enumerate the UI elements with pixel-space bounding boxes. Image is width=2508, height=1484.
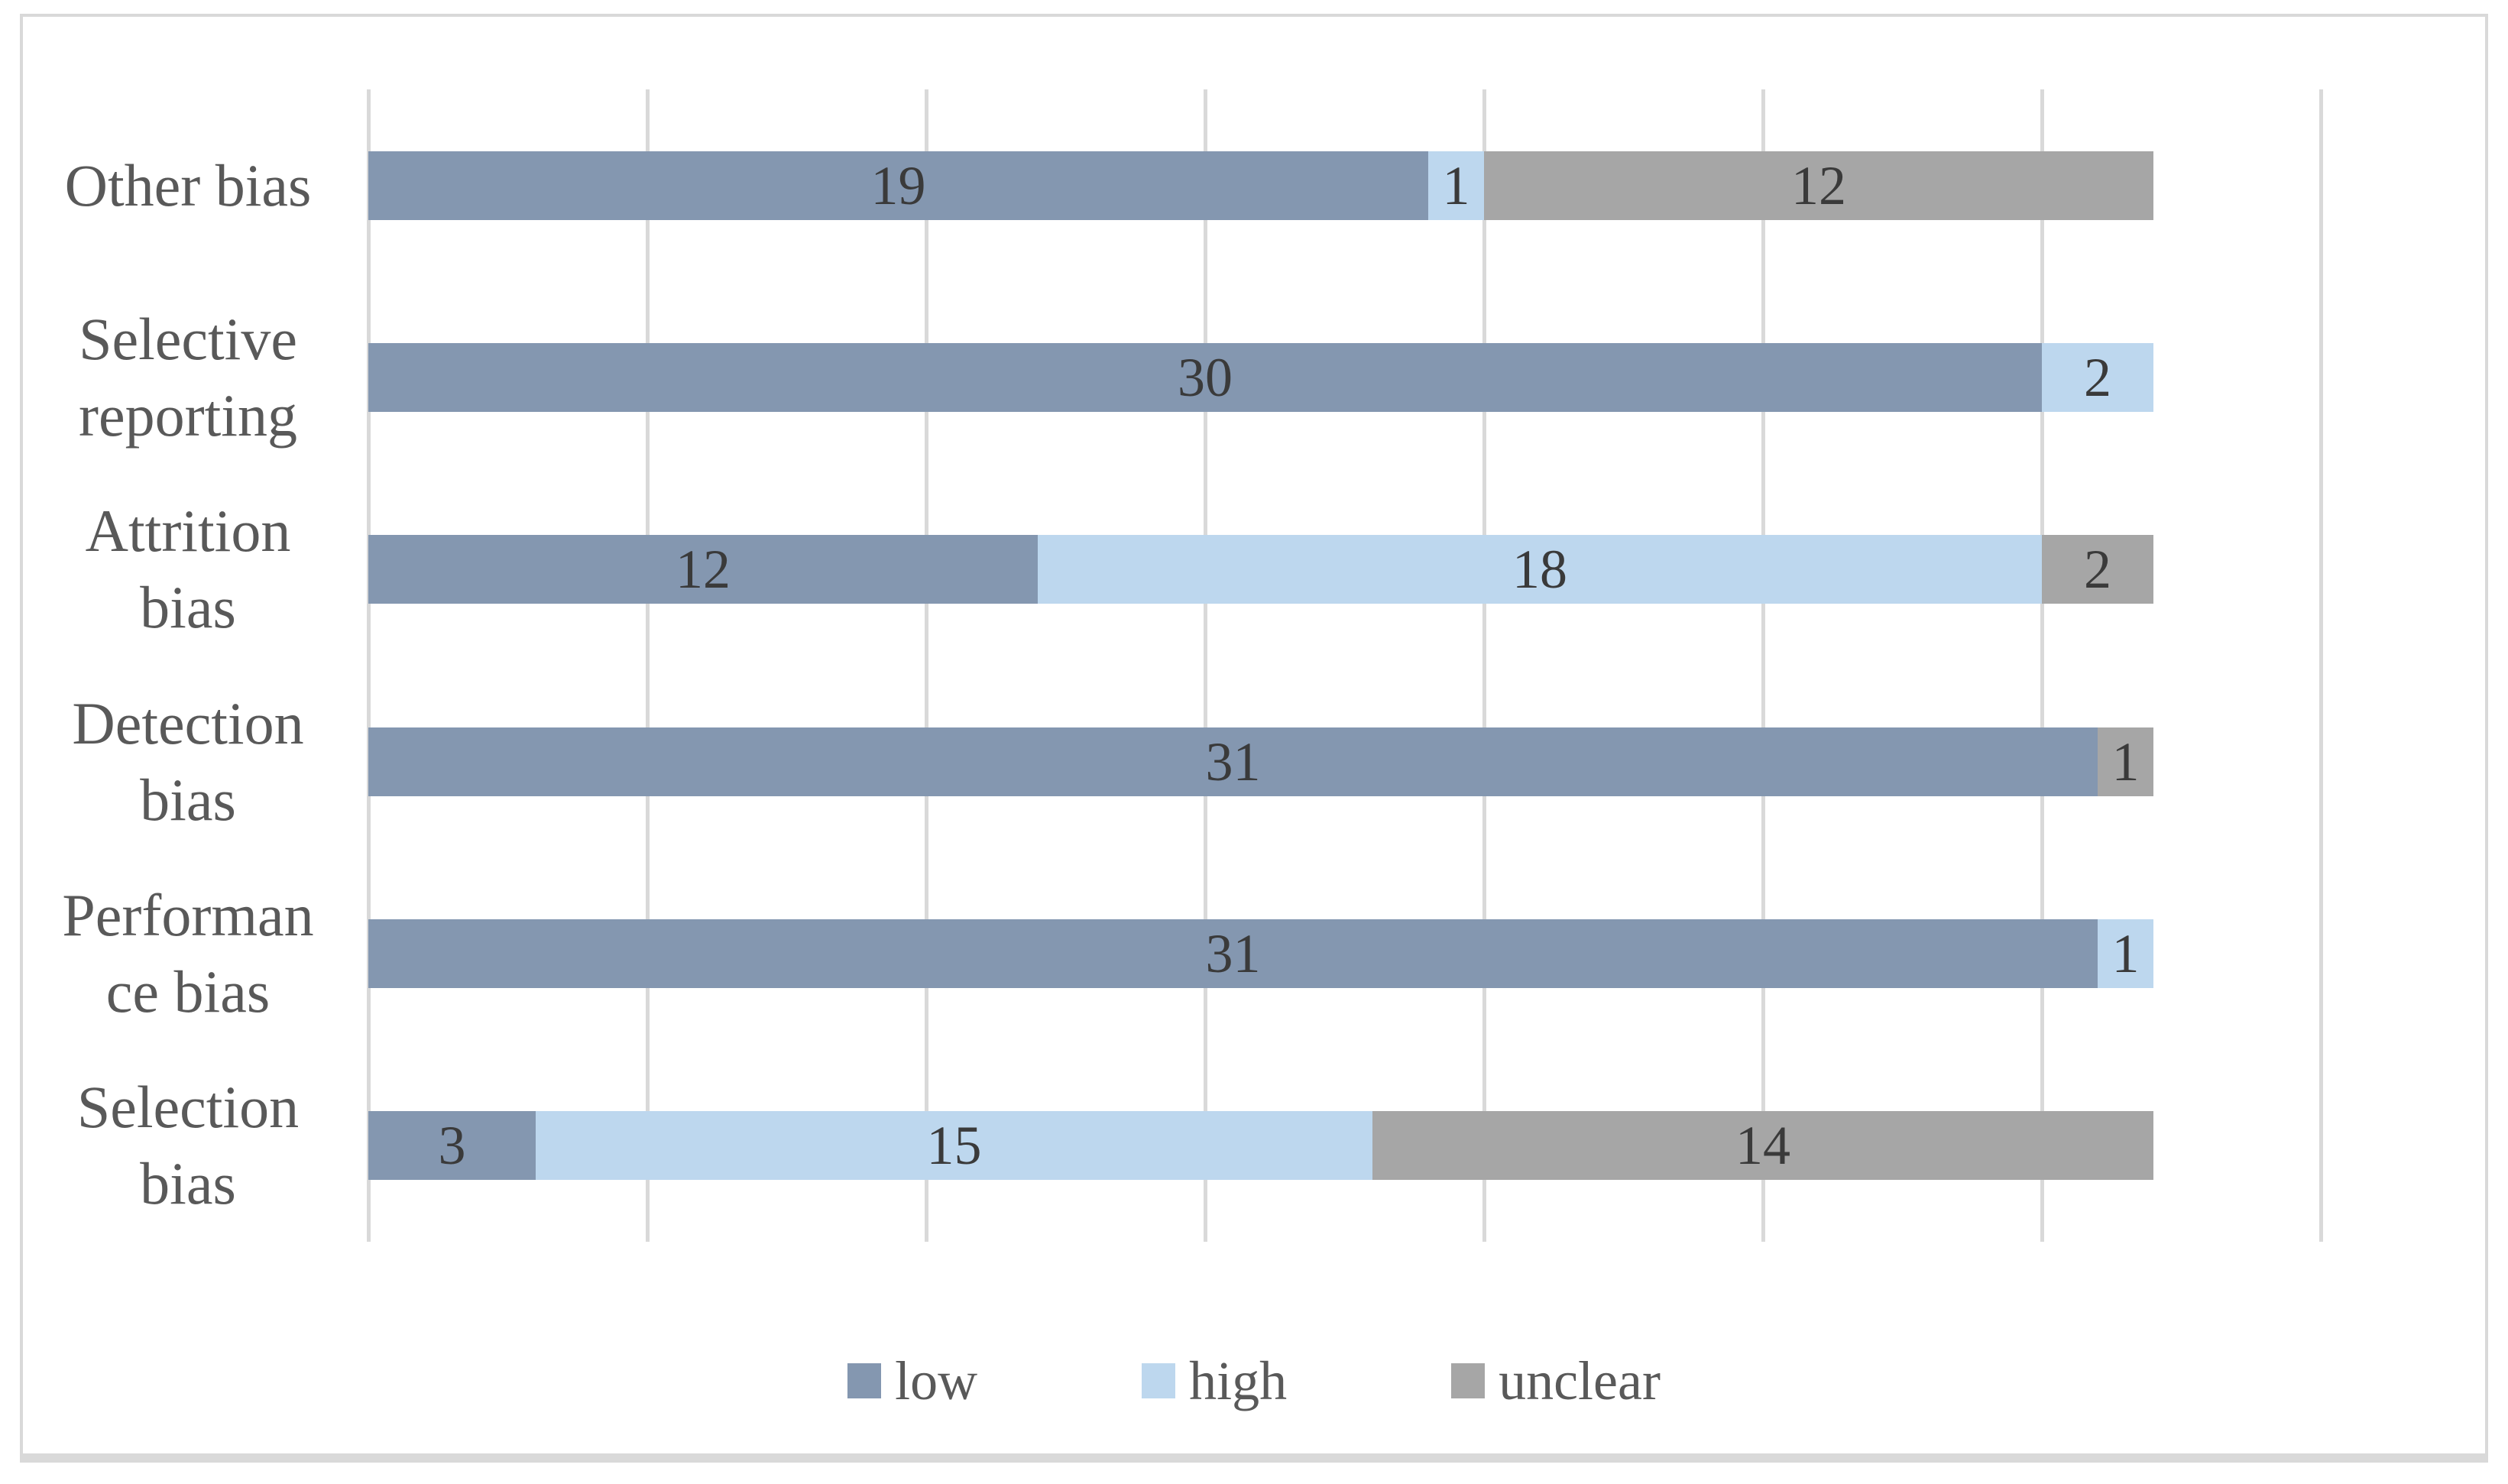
category-label-line: reporting [79, 382, 297, 449]
gridline-x-20 [1482, 89, 1486, 1242]
gridline-x-0 [367, 89, 371, 1242]
legend-label-low: low [895, 1350, 978, 1411]
category-label-performance-bias: Performan ce bias [21, 877, 355, 1030]
bar-segment-high: 18 [1038, 535, 2042, 604]
bar-segment-high: 15 [536, 1111, 1372, 1181]
gridline-x-10 [925, 89, 928, 1242]
category-label-line: bias [140, 574, 236, 641]
data-label: 14 [1735, 1115, 1790, 1177]
bar-segment-low: 31 [368, 727, 2098, 796]
chart-legend: low high unclear [0, 1346, 2508, 1415]
bar-row-detection-bias: 31 1 [368, 727, 2153, 796]
data-label: 1 [2111, 923, 2140, 984]
legend-swatch-low [847, 1363, 882, 1398]
bar-segment-unclear: 14 [1372, 1111, 2153, 1181]
data-label: 3 [438, 1115, 466, 1177]
category-label-line: Selective [79, 306, 297, 372]
category-label-line: Detection [72, 689, 304, 757]
legend-label-high: high [1189, 1350, 1288, 1411]
bar-segment-high: 1 [2098, 919, 2153, 988]
category-label-attrition-bias: Attrition bias [21, 493, 355, 646]
data-label: 31 [1205, 731, 1261, 792]
category-label-line: bias [140, 1150, 236, 1217]
bar-row-other-bias: 19 1 12 [368, 151, 2153, 220]
category-label-line: bias [140, 766, 236, 833]
legend-swatch-high [1142, 1363, 1176, 1398]
bar-row-selective-reporting: 30 2 [368, 343, 2153, 412]
legend-swatch-unclear [1451, 1363, 1486, 1398]
gridline-x-15 [1204, 89, 1207, 1242]
bar-segment-high: 2 [2042, 343, 2153, 412]
bar-segment-low: 19 [368, 151, 1428, 220]
bar-segment-unclear: 1 [2098, 727, 2153, 796]
data-label: 31 [1205, 923, 1261, 984]
bar-segment-unclear: 12 [1484, 151, 2153, 220]
legend-label-unclear: unclear [1499, 1350, 1661, 1411]
bar-segment-low: 31 [368, 919, 2098, 988]
bar-row-attrition-bias: 12 18 2 [368, 535, 2153, 604]
data-label: 2 [2084, 539, 2111, 601]
data-label: 12 [676, 539, 731, 601]
data-label: 30 [1178, 347, 1233, 408]
category-label-detection-bias: Detection bias [21, 685, 355, 838]
category-label-line: Performan [62, 882, 314, 948]
gridline-x-25 [1761, 89, 1765, 1242]
bar-row-selection-bias: 3 15 14 [368, 1111, 2153, 1181]
legend-item-high: high [1142, 1346, 1287, 1415]
gridline-x-35 [2319, 89, 2323, 1242]
data-label: 12 [1791, 154, 1846, 216]
category-label-line: Selection [76, 1074, 300, 1141]
legend-item-low: low [847, 1346, 977, 1415]
bar-segment-low: 3 [368, 1111, 536, 1181]
legend-item-unclear: unclear [1451, 1346, 1661, 1415]
bar-segment-low: 12 [368, 535, 1038, 604]
gridline-x-30 [2040, 89, 2044, 1242]
gridline-x-5 [646, 89, 650, 1242]
data-label: 1 [2111, 731, 2140, 792]
bar-segment-low: 30 [368, 343, 2042, 412]
category-label-other-bias: Other bias [21, 147, 355, 224]
data-label: 19 [870, 154, 926, 216]
category-label-line: Other bias [64, 151, 312, 219]
bar-segment-unclear: 2 [2042, 535, 2153, 604]
data-label: 15 [926, 1115, 982, 1177]
category-label-line: Attrition [85, 497, 291, 565]
category-label-selective-reporting: Selective reporting [21, 301, 355, 454]
data-label: 1 [1442, 154, 1470, 216]
category-label-line: ce bias [105, 958, 271, 1025]
bar-row-performance-bias: 31 1 [368, 919, 2153, 988]
data-label: 2 [2084, 347, 2111, 408]
chart-panel: 19 1 12 30 2 12 18 2 31 1 31 1 3 15 14 [20, 14, 2488, 1463]
bar-segment-high: 1 [1428, 151, 1484, 220]
data-label: 18 [1512, 539, 1567, 601]
category-label-selection-bias: Selection bias [21, 1069, 355, 1222]
